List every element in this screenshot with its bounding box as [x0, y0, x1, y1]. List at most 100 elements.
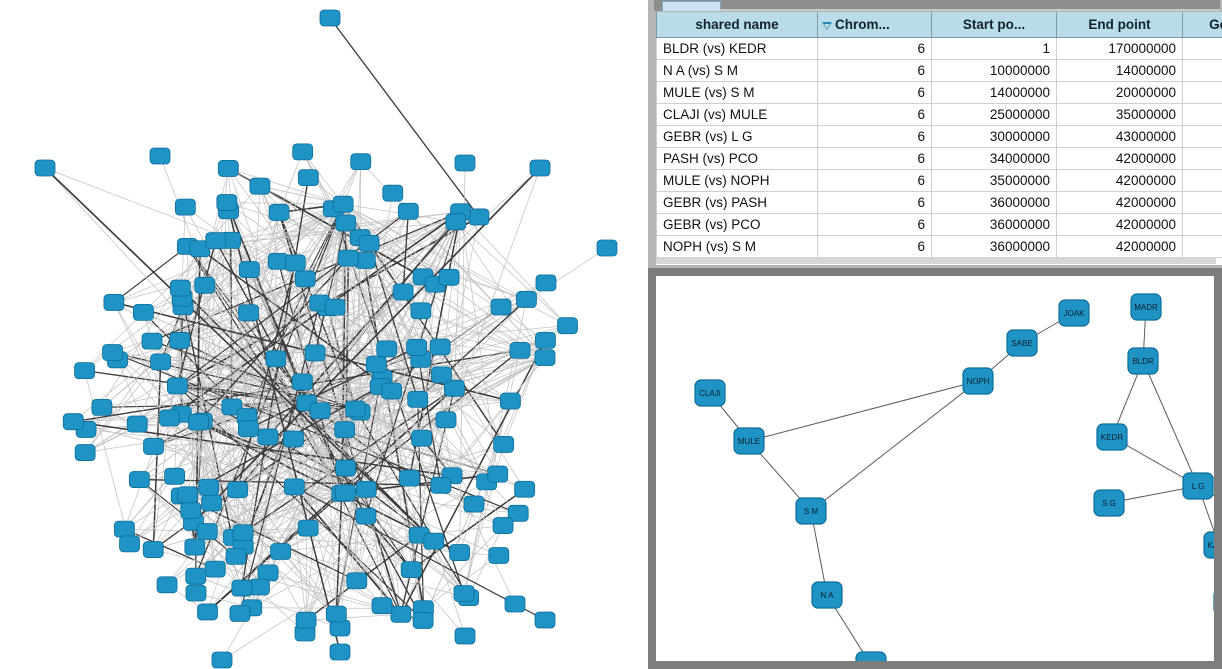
cell-shared_name[interactable]: PASH (vs) PCO: [656, 147, 818, 170]
network-node[interactable]: [410, 302, 432, 320]
cell-genetic[interactable]: 9.9: [1182, 235, 1222, 258]
network-node[interactable]: [201, 494, 223, 512]
network-edge[interactable]: [359, 310, 422, 413]
network-node[interactable]: [431, 366, 452, 384]
subnetwork-view[interactable]: JOAK SABE NOPH CLAJI MULE S M N A MIWE MADR BLDR K…: [656, 276, 1214, 661]
network-edge[interactable]: [226, 202, 511, 402]
network-edge[interactable]: [306, 614, 401, 621]
network-edge[interactable]: [169, 306, 184, 418]
network-edge[interactable]: [402, 211, 410, 292]
network-node[interactable]: [164, 467, 186, 485]
network-node[interactable]: [449, 544, 471, 561]
network-node[interactable]: [355, 507, 377, 525]
network-edge[interactable]: [84, 297, 183, 371]
network-node[interactable]: [211, 651, 233, 669]
network-node[interactable]: [238, 304, 259, 322]
subnetwork-node[interactable]: KEDR: [1096, 423, 1128, 451]
subnetwork-node[interactable]: MADR: [1130, 293, 1162, 321]
cell-genetic[interactable]: 16.9: [1182, 125, 1222, 148]
table-row[interactable]: GEBR (vs) PCO636000000420000008.4: [656, 213, 1222, 236]
network-node[interactable]: [453, 585, 475, 602]
network-node[interactable]: [265, 350, 287, 368]
subnetwork-canvas[interactable]: JOAK SABE NOPH CLAJI MULE S M N A MIWE MADR BLDR K…: [656, 276, 1214, 661]
network-edge[interactable]: [84, 211, 461, 453]
cell-end_point[interactable]: 42000000: [1056, 169, 1183, 192]
cell-genetic[interactable]: 8.9: [1182, 191, 1222, 214]
network-edge[interactable]: [305, 493, 343, 621]
network-node[interactable]: [150, 353, 172, 371]
network-node[interactable]: [257, 564, 279, 582]
network-node[interactable]: [350, 153, 372, 171]
network-edge[interactable]: [204, 203, 344, 286]
network-node[interactable]: [534, 611, 556, 629]
table-row[interactable]: MULE (vs) NOPH6350000004200000010.5: [656, 169, 1222, 192]
subnetwork-edge[interactable]: [810, 510, 828, 596]
network-edge[interactable]: [151, 340, 383, 606]
cell-genetic[interactable]: 7.5: [1182, 81, 1222, 104]
network-node[interactable]: [74, 362, 95, 380]
network-edge[interactable]: [112, 352, 337, 615]
network-node[interactable]: [504, 595, 526, 613]
network-node[interactable]: [249, 578, 270, 596]
network-edge[interactable]: [166, 357, 546, 586]
network-node[interactable]: [103, 294, 125, 311]
cell-chromosome[interactable]: 6: [817, 191, 932, 214]
network-node[interactable]: [119, 535, 140, 553]
network-node[interactable]: [34, 159, 56, 177]
network-edge[interactable]: [239, 481, 487, 614]
subnetwork-node[interactable]: L G: [1182, 472, 1214, 500]
subnetwork-node[interactable]: CLAJI: [694, 379, 726, 407]
network-edge[interactable]: [241, 177, 310, 589]
network-node[interactable]: [407, 390, 429, 408]
network-node[interactable]: [376, 340, 398, 358]
network-node[interactable]: [197, 603, 218, 621]
network-edge[interactable]: [169, 211, 462, 419]
network-node[interactable]: [91, 398, 113, 416]
subnetwork-node[interactable]: KAWA: [1203, 531, 1214, 559]
network-node[interactable]: [217, 160, 239, 177]
subnetwork-node[interactable]: JOAK: [1058, 299, 1090, 327]
subnetwork-node[interactable]: BLDR: [1127, 347, 1159, 375]
network-edge[interactable]: [455, 221, 568, 326]
cell-shared_name[interactable]: MULE (vs) S M: [656, 81, 818, 104]
network-node[interactable]: [113, 520, 135, 538]
network-node[interactable]: [534, 349, 556, 367]
network-node[interactable]: [74, 444, 96, 461]
network-edge[interactable]: [293, 486, 402, 615]
network-node[interactable]: [216, 194, 238, 211]
network-node[interactable]: [169, 279, 191, 297]
network-node[interactable]: [297, 169, 319, 186]
cell-end_point[interactable]: 14000000: [1056, 59, 1183, 82]
network-node[interactable]: [177, 486, 199, 504]
network-edge[interactable]: [334, 306, 504, 445]
cell-start_point[interactable]: 34000000: [931, 147, 1057, 170]
network-node[interactable]: [435, 411, 457, 429]
network-edge[interactable]: [334, 306, 417, 348]
network-edge[interactable]: [129, 402, 308, 545]
network-edge[interactable]: [339, 411, 361, 629]
table-row[interactable]: BLDR (vs) KEDR61170000000192.0: [656, 37, 1222, 60]
network-edge[interactable]: [329, 17, 480, 218]
network-edge[interactable]: [368, 243, 419, 400]
network-edge[interactable]: [228, 168, 546, 358]
network-edge[interactable]: [129, 204, 344, 545]
cell-start_point[interactable]: 36000000: [931, 191, 1057, 214]
table-row[interactable]: PASH (vs) PCO6340000004200000011.4: [656, 147, 1222, 170]
network-node[interactable]: [535, 274, 557, 292]
network-edge[interactable]: [197, 257, 349, 423]
network-node[interactable]: [392, 283, 414, 301]
network-edge[interactable]: [228, 168, 344, 205]
subnetwork-edge[interactable]: [748, 380, 979, 442]
cell-start_point[interactable]: 30000000: [931, 125, 1057, 148]
network-node[interactable]: [128, 471, 150, 488]
cell-genetic[interactable]: 10.5: [1182, 169, 1222, 192]
network-node[interactable]: [438, 268, 460, 286]
table-tab-active[interactable]: [662, 1, 721, 11]
network-edge[interactable]: [190, 212, 280, 511]
cell-genetic[interactable]: 5.9: [1182, 103, 1222, 126]
subnetwork-node[interactable]: S M: [795, 497, 827, 525]
network-node[interactable]: [335, 214, 357, 232]
network-edge[interactable]: [347, 258, 377, 365]
network-node[interactable]: [490, 298, 512, 316]
network-node[interactable]: [166, 377, 188, 395]
